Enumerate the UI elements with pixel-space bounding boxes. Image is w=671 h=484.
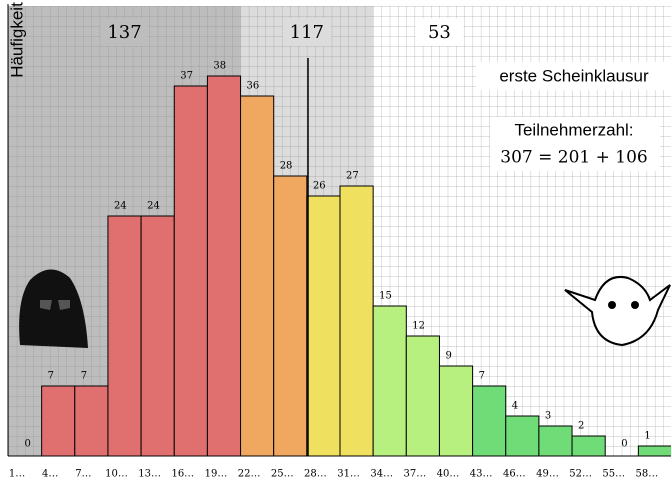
data-label: 24 [147,201,160,212]
bar [74,385,109,457]
bar [173,85,208,457]
data-label: 37 [180,71,193,82]
bar [505,415,540,457]
data-label: 15 [379,291,392,302]
data-label: 0 [25,439,31,450]
x-tick-label: 1… [9,469,25,480]
x-tick-label: 31… [337,469,360,480]
data-label: 24 [114,201,127,212]
bar [306,195,341,457]
x-tick-label: 49… [536,469,559,480]
label-bg [415,18,464,46]
bar [206,75,242,457]
x-tick-label: 37… [404,469,427,480]
data-label: 38 [213,61,226,72]
region-total: 53 [428,22,451,43]
bar [140,215,175,457]
x-tick-label: 22… [238,469,261,480]
x-tick-label: 52… [569,469,592,480]
x-tick-label: 28… [304,469,327,480]
x-tick-label: 4… [42,469,58,480]
x-tick-label: 16… [171,469,194,480]
data-label: 0 [621,439,627,450]
data-label: 12 [412,321,425,332]
x-tick-label: 43… [470,469,493,480]
bar [538,425,573,457]
bar [438,365,474,457]
label-bg [282,18,331,46]
data-label: 2 [578,421,584,432]
x-tick-label: 46… [503,469,526,480]
label-bg [100,18,149,46]
x-tick-label: 55… [602,469,625,480]
x-tick-label: 10… [105,469,128,480]
bar [405,335,440,457]
bar [571,435,606,457]
data-label: 3 [545,411,551,422]
bar [273,175,308,457]
annotation: erste Scheinklausur [499,66,649,85]
x-tick-label: 13… [138,469,161,480]
label-bg [476,62,671,90]
data-label: 4 [512,401,518,412]
annotation: 307 = 201 + 106 [500,148,647,168]
bar [339,185,374,457]
region-total: 117 [290,22,324,43]
x-tick-label: 58… [636,469,659,480]
bar [41,385,76,457]
bar [240,95,275,457]
data-label: 1 [644,431,650,442]
data-label: 7 [81,371,87,382]
data-label: 26 [313,181,326,192]
label-bg [490,117,660,171]
bar [472,385,507,457]
data-label: 36 [247,81,260,92]
data-label: 28 [280,161,293,172]
region-total: 137 [107,22,141,43]
data-label: 7 [48,371,54,382]
x-tick-label: 34… [370,469,393,480]
x-tick-label: 40… [437,469,460,480]
bar [637,445,671,457]
data-label: 9 [445,351,451,362]
yoda-icon [564,276,671,347]
data-label: 27 [346,171,359,182]
vader-icon [19,269,88,348]
y-axis-label: Häufigkeit [7,2,26,78]
data-label: 7 [479,371,485,382]
x-tick-label: 7… [75,469,91,480]
x-tick-label: 25… [271,469,294,480]
annotation: Teilnehmerzahl: [514,120,633,139]
x-tick-label: 19… [205,469,228,480]
bar [372,305,407,457]
bar [107,215,142,457]
